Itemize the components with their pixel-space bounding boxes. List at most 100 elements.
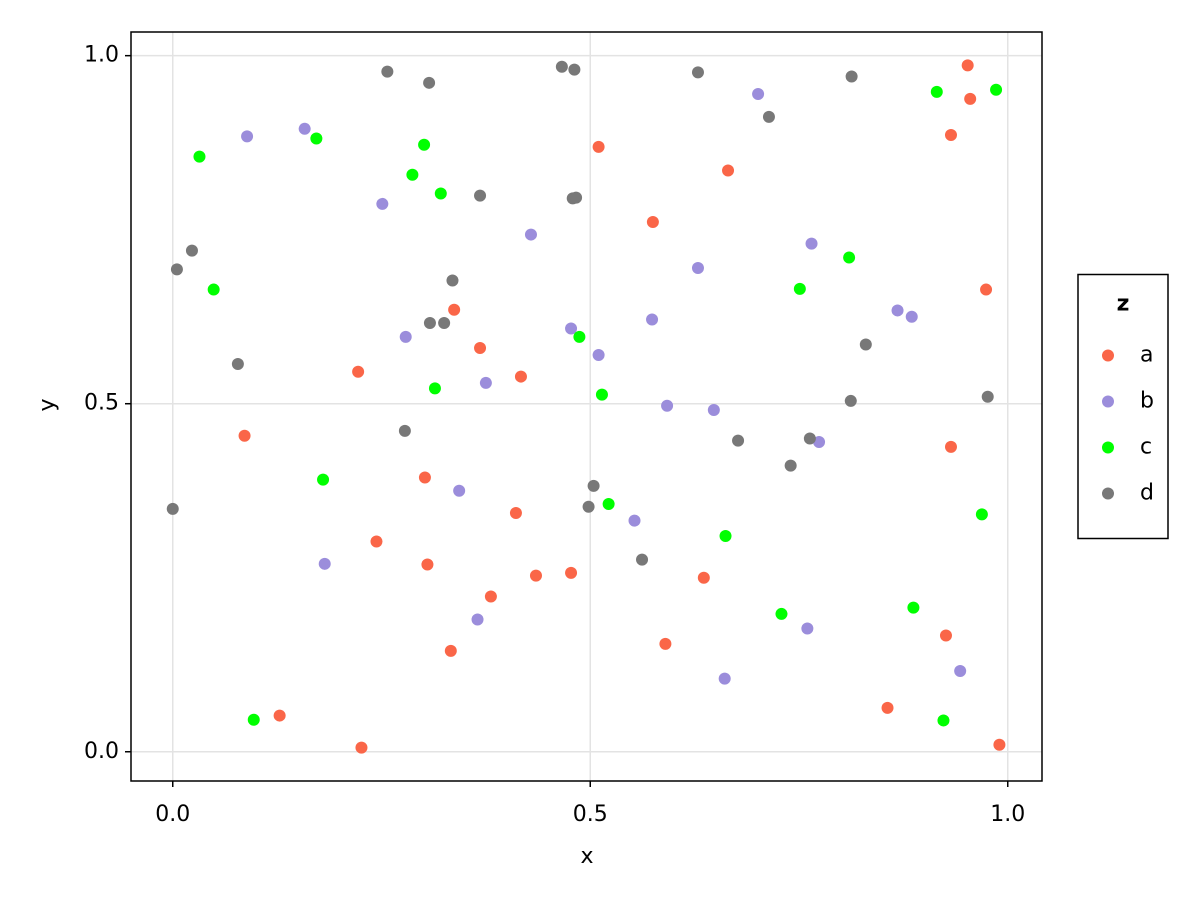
point — [762, 110, 775, 123]
legend-title: z — [1117, 292, 1130, 317]
point — [446, 274, 459, 287]
point — [166, 502, 179, 515]
point — [185, 244, 198, 257]
point — [238, 429, 251, 442]
point — [719, 529, 732, 542]
point — [529, 569, 542, 582]
point — [474, 189, 487, 202]
point — [905, 310, 918, 323]
legend-marker — [1102, 487, 1114, 500]
x-axis-label: x — [580, 844, 593, 869]
point — [993, 738, 1006, 751]
point — [801, 622, 814, 635]
legend-box — [1077, 273, 1169, 540]
point — [193, 150, 206, 163]
point — [636, 553, 649, 566]
point — [930, 85, 943, 98]
point — [453, 484, 466, 497]
point — [944, 129, 957, 142]
y-axis-label: y — [35, 398, 60, 411]
point — [813, 436, 826, 449]
point — [514, 370, 527, 383]
point — [298, 122, 311, 135]
point — [602, 497, 615, 510]
y-tick-label: 1.0 — [84, 43, 119, 68]
point — [891, 304, 904, 317]
point — [944, 440, 957, 453]
point — [428, 382, 441, 395]
point — [628, 514, 641, 527]
point — [423, 76, 436, 89]
point — [961, 59, 974, 72]
point — [980, 283, 993, 296]
point — [697, 571, 710, 584]
point — [718, 672, 731, 685]
point — [939, 629, 952, 642]
point — [691, 66, 704, 79]
point — [434, 187, 447, 200]
point — [964, 92, 977, 105]
point — [370, 535, 383, 548]
x-tick-label: 0.5 — [573, 802, 608, 827]
point — [805, 237, 818, 250]
point — [595, 388, 608, 401]
point — [509, 507, 522, 520]
point — [732, 434, 745, 447]
point — [803, 432, 816, 445]
point — [524, 228, 537, 241]
point — [844, 394, 857, 407]
legend-label: b — [1140, 389, 1154, 414]
point — [207, 283, 220, 296]
point — [231, 358, 244, 371]
point — [975, 508, 988, 521]
point — [376, 197, 389, 210]
point — [241, 130, 254, 143]
legend-label: d — [1140, 481, 1154, 506]
point — [661, 399, 674, 412]
legend-label: a — [1140, 343, 1153, 368]
legend-label: c — [1140, 435, 1152, 460]
point — [573, 330, 586, 343]
point — [318, 557, 331, 570]
legend-marker — [1102, 395, 1114, 408]
point — [568, 63, 581, 76]
point — [479, 376, 492, 389]
point — [981, 390, 994, 403]
point — [784, 459, 797, 472]
legend-marker — [1102, 349, 1114, 362]
point — [859, 338, 872, 351]
point — [990, 83, 1003, 96]
point — [587, 479, 600, 492]
point — [484, 590, 497, 603]
point — [843, 251, 856, 264]
point — [471, 613, 484, 626]
point — [954, 665, 967, 678]
point — [592, 348, 605, 361]
point — [398, 424, 411, 437]
point — [421, 558, 434, 571]
point — [406, 168, 419, 181]
point — [582, 500, 595, 513]
y-tick-label: 0.5 — [84, 391, 119, 416]
point — [555, 60, 568, 73]
point — [570, 191, 583, 204]
point — [565, 566, 578, 579]
point — [722, 164, 735, 177]
point — [418, 138, 431, 151]
point — [707, 403, 720, 416]
point — [907, 601, 920, 614]
plot-frame — [130, 31, 1043, 782]
point — [881, 701, 894, 714]
point — [381, 65, 394, 78]
point — [170, 263, 183, 276]
point — [592, 140, 605, 153]
point — [646, 216, 659, 229]
point — [273, 709, 286, 722]
point — [775, 607, 788, 620]
point — [937, 714, 950, 727]
y-tick-label: 0.0 — [84, 739, 119, 764]
point — [355, 741, 368, 754]
point — [474, 342, 487, 355]
point — [565, 322, 578, 335]
point — [448, 303, 461, 316]
